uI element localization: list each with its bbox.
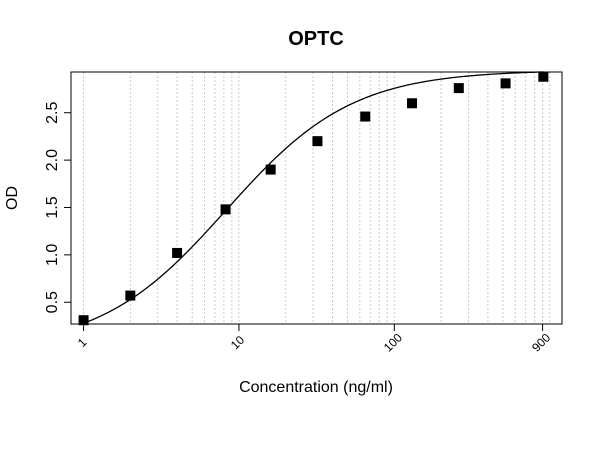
grid-lines <box>83 72 551 324</box>
y-tick-label: 1.5 <box>44 196 61 218</box>
y-tick-label: 2.5 <box>44 102 61 124</box>
x-axis-label: Concentration (ng/ml) <box>239 379 393 396</box>
data-point <box>453 83 464 94</box>
y-tick-label: 1.0 <box>44 244 61 266</box>
data-point <box>78 315 89 326</box>
data-point <box>220 204 231 215</box>
x-axis: 1 10 100 900 <box>75 324 553 355</box>
x-tick-label: 100 <box>381 330 405 354</box>
fit-curve-layer <box>83 71 544 324</box>
y-axis-label: OD <box>4 186 21 210</box>
data-point <box>407 98 418 109</box>
data-point <box>538 71 549 82</box>
data-points <box>78 71 549 326</box>
chart-title: OPTC <box>288 28 344 50</box>
data-point <box>125 290 136 301</box>
data-point <box>265 164 276 175</box>
x-tick-label: 900 <box>529 330 553 354</box>
data-point <box>312 136 323 147</box>
data-point <box>360 111 371 122</box>
y-tick-label: 2.0 <box>44 149 61 171</box>
x-tick-label: 1 <box>75 335 90 350</box>
plot-frame <box>70 71 563 325</box>
fit-curve <box>83 71 544 324</box>
x-tick-label: 10 <box>228 333 248 353</box>
data-point <box>500 78 511 89</box>
data-point <box>172 247 183 258</box>
y-axis: 0.5 1.0 1.5 2.0 2.5 <box>44 102 71 313</box>
y-tick-label: 0.5 <box>44 291 61 313</box>
